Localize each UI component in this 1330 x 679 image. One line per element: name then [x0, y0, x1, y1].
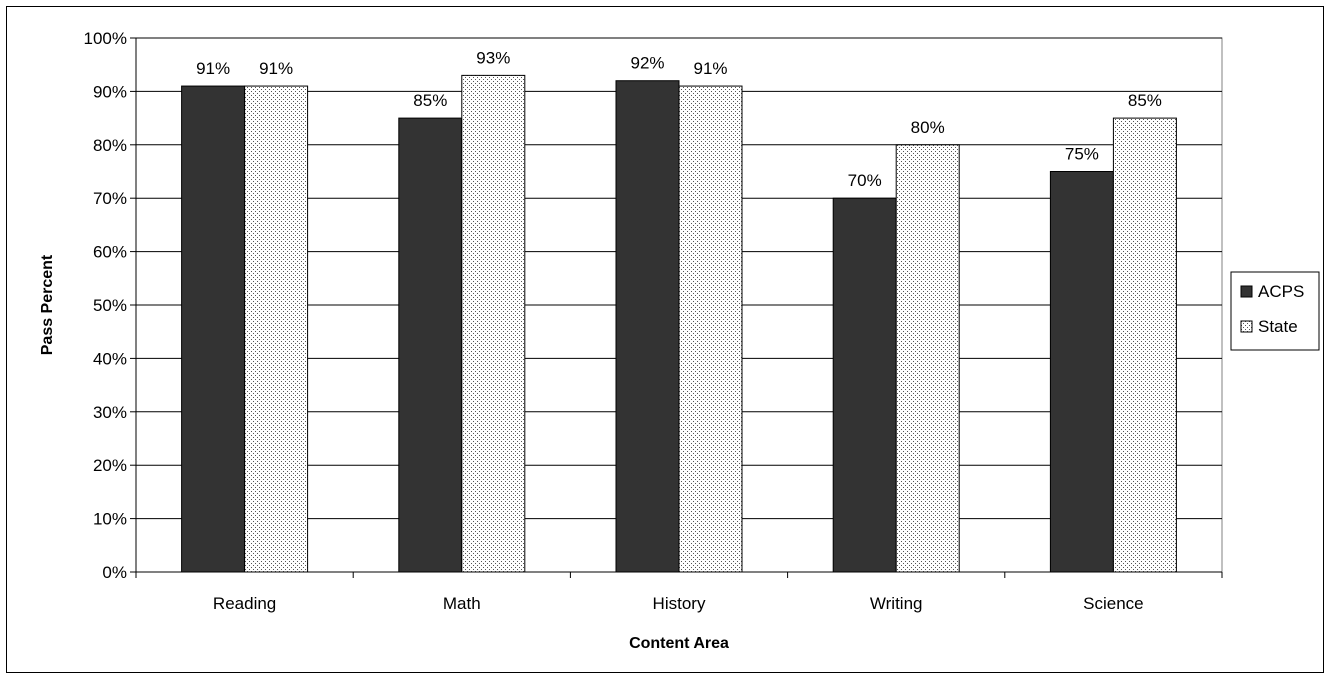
legend-swatch-acps — [1240, 285, 1253, 298]
bar-state-science — [1112, 117, 1177, 573]
data-label: 75% — [1065, 145, 1099, 164]
y-tick-label: 0% — [102, 563, 127, 582]
data-label: 92% — [630, 54, 664, 73]
y-tick-label: 30% — [93, 403, 127, 422]
data-label: 91% — [693, 59, 727, 78]
chart-frame: 0% 10% 20% 30% 40% 50% 60% 70% 80% 90% 100% Reading… — [6, 6, 1324, 673]
data-labels: 91% 91% 85% 93% 92% 91% 70% 80% 75% 85% — [196, 48, 1162, 190]
data-label: 85% — [413, 91, 447, 110]
bar-acps-history — [615, 80, 680, 573]
bar-acps-writing — [832, 197, 897, 573]
x-tick-label: Writing — [870, 594, 923, 613]
bar-acps-reading — [181, 85, 246, 573]
legend-label-state: State — [1258, 317, 1298, 336]
legend-box — [1230, 271, 1320, 351]
y-tick-label: 20% — [93, 456, 127, 475]
y-tick-label: 60% — [93, 243, 127, 262]
y-tick-label: 100% — [84, 29, 127, 48]
y-tick-label: 40% — [93, 349, 127, 368]
bar-state-reading — [244, 85, 309, 573]
x-tick-label: Reading — [213, 594, 276, 613]
data-label: 70% — [848, 171, 882, 190]
axes: 0% 10% 20% 30% 40% 50% 60% 70% 80% 90% 100% Reading… — [84, 29, 1223, 613]
bar-state-history — [678, 85, 743, 573]
x-tick-label: Science — [1083, 594, 1143, 613]
bar-acps-math — [398, 117, 463, 573]
data-label: 85% — [1128, 91, 1162, 110]
x-axis-title: Content Area — [629, 635, 729, 652]
data-label: 91% — [196, 59, 230, 78]
x-tick-label: History — [653, 594, 706, 613]
data-label: 80% — [911, 118, 945, 137]
bar-state-math — [461, 74, 526, 573]
bar-acps-science — [1049, 171, 1114, 573]
data-label: 91% — [259, 59, 293, 78]
legend-swatch-state — [1240, 320, 1253, 333]
bar-chart: 0% 10% 20% 30% 40% 50% 60% 70% 80% 90% 100% Reading… — [39, 29, 1320, 652]
data-label: 93% — [476, 48, 510, 67]
y-axis-title: Pass Percent — [39, 254, 56, 355]
legend-label-acps: ACPS — [1258, 282, 1304, 301]
y-tick-label: 90% — [93, 82, 127, 101]
y-tick-label: 10% — [93, 510, 127, 529]
y-tick-label: 50% — [93, 296, 127, 315]
x-tick-label: Math — [443, 594, 481, 613]
y-tick-label: 80% — [93, 136, 127, 155]
y-tick-label: 70% — [93, 189, 127, 208]
legend: ACPS State — [1230, 271, 1320, 351]
bar-state-writing — [895, 144, 960, 573]
